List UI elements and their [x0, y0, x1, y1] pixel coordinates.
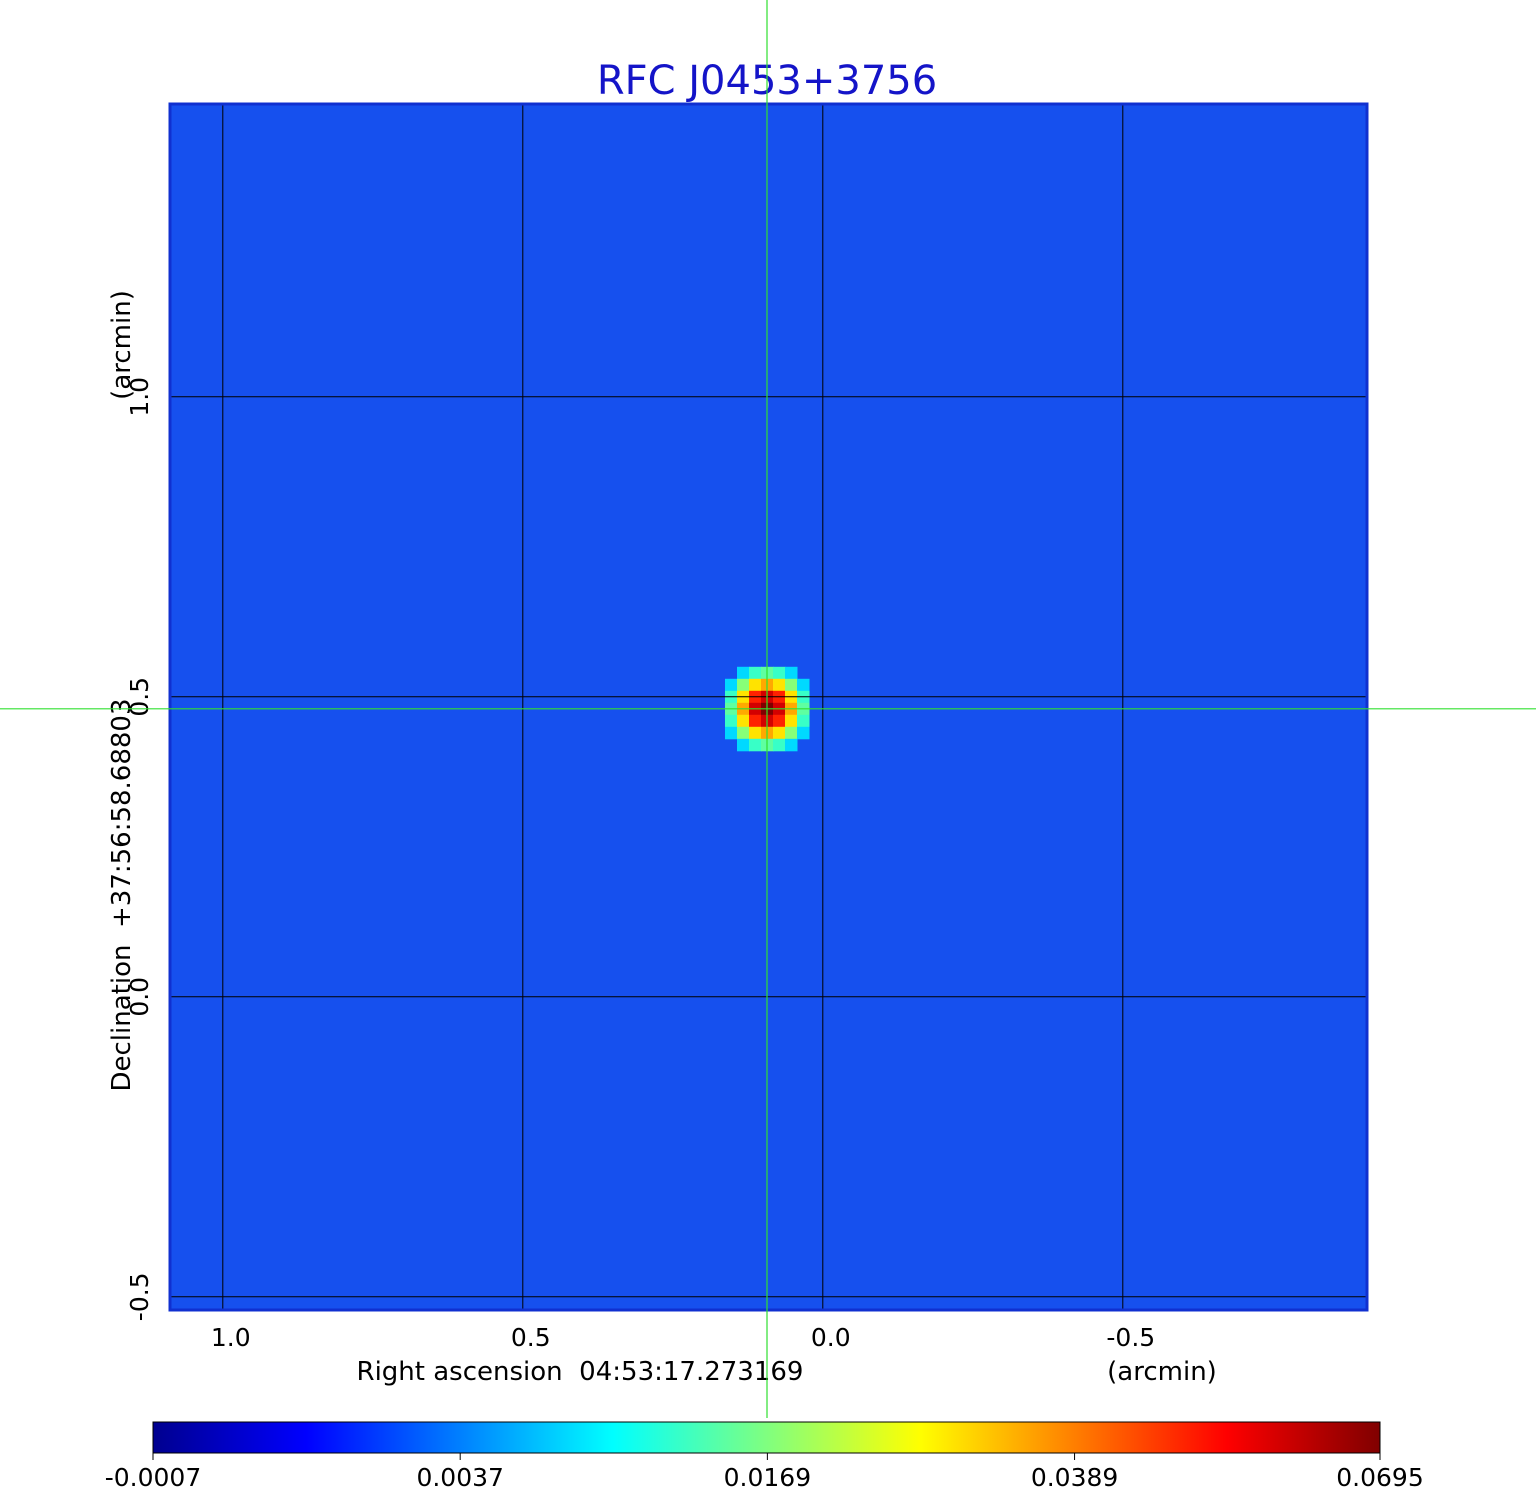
y-tick-label: 1.0: [125, 377, 154, 417]
image-pixel: [785, 666, 798, 680]
image-pixel: [737, 678, 750, 692]
x-tick-label: 1.0: [211, 1323, 251, 1352]
image-pixel: [785, 678, 798, 692]
x-axis-label: Right ascension 04:53:17.273169: [357, 1357, 804, 1387]
image-pixel: [785, 714, 798, 728]
image-pixel: [725, 726, 738, 740]
x-tick-label: 0.5: [511, 1323, 551, 1352]
image-pixel: [749, 714, 762, 728]
colorbar-tick-label: 0.0169: [724, 1463, 811, 1492]
image-pixel: [797, 726, 810, 740]
image-pixel: [785, 738, 798, 752]
colorbar-tick-label: 0.0389: [1031, 1463, 1118, 1492]
image-pixel: [749, 738, 762, 752]
image-pixel: [749, 666, 762, 680]
image-pixel: [749, 726, 762, 740]
image-pixel: [725, 678, 738, 692]
colorbar-tick-label: 0.0037: [416, 1463, 503, 1492]
image-pixel: [725, 714, 738, 728]
image-pixel: [737, 738, 750, 752]
image-pixel: [749, 678, 762, 692]
y-tick-label: -0.5: [125, 1272, 154, 1321]
y-axis-label: Declination +37:56:58.68803: [107, 698, 137, 1091]
image-pixel: [785, 726, 798, 740]
image-pixel: [773, 738, 786, 752]
image-pixel: [797, 678, 810, 692]
y-tick-label: 0.5: [125, 677, 154, 717]
image-pixel: [737, 666, 750, 680]
image-pixel: [737, 714, 750, 728]
colorbar-tick-label: -0.0007: [105, 1463, 202, 1492]
image-pixel: [773, 714, 786, 728]
frame: [168, 102, 1369, 1312]
x-axis-unit: (arcmin): [1107, 1357, 1217, 1387]
image-pixel: [737, 726, 750, 740]
x-tick-label: -0.5: [1106, 1323, 1155, 1352]
image-pixel: [773, 678, 786, 692]
colorbar: [152, 1421, 1381, 1454]
y-axis-unit: (arcmin): [107, 290, 137, 400]
colorbar-tick-label: 0.0695: [1336, 1463, 1423, 1492]
x-tick-label: 0.0: [811, 1323, 851, 1352]
y-tick-label: 0.0: [125, 977, 154, 1017]
image-pixel: [773, 726, 786, 740]
image-pixel: [773, 666, 786, 680]
image-pixel: [797, 714, 810, 728]
